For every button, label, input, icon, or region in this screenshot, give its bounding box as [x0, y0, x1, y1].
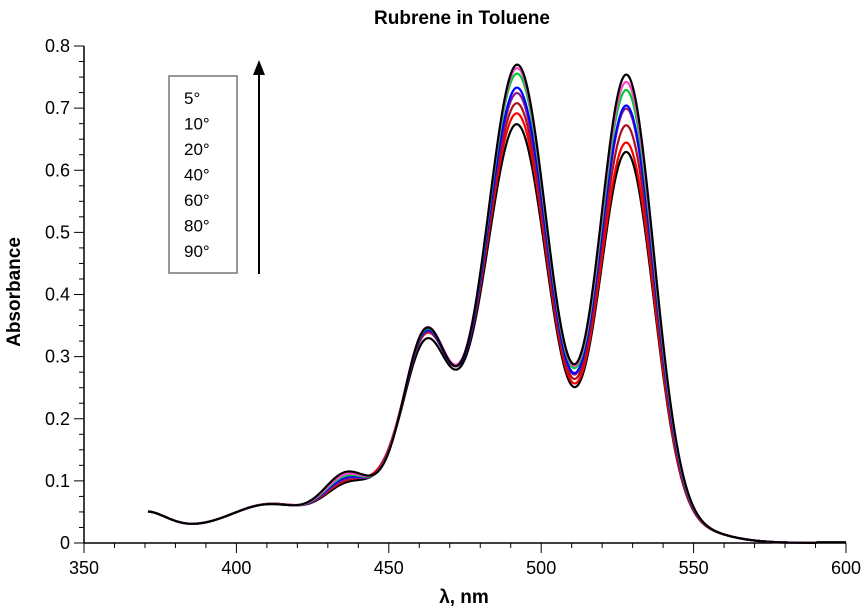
legend-box	[168, 75, 238, 274]
x-tick-label: 500	[526, 558, 556, 578]
x-tick-label: 450	[374, 558, 404, 578]
y-axis: 0 0.1 0.2 0.3 0.4 0.5 0.6 0.7 0.8	[45, 36, 84, 553]
annotation	[253, 60, 265, 274]
arrow-head-icon	[253, 60, 265, 75]
x-tick-label: 400	[221, 558, 251, 578]
x-tick-label: 350	[69, 558, 99, 578]
y-tick-label: 0.7	[45, 98, 70, 118]
y-tick-label: 0.5	[45, 222, 70, 242]
x-tick-label: 550	[679, 558, 709, 578]
legend: 5° 10° 20° 40° 60° 80° 90°	[168, 75, 238, 274]
legend-entry: 10°	[184, 115, 210, 134]
legend-entry: 80°	[184, 217, 210, 236]
y-tick-label: 0.6	[45, 160, 70, 180]
series-line	[147, 63, 846, 544]
y-axis-title: Absorbance	[4, 237, 25, 347]
x-axis: 350 400 450 500 550 600	[69, 543, 861, 578]
series-line	[147, 123, 846, 544]
legend-entry: 60°	[184, 191, 210, 210]
y-tick-label: 0.8	[45, 36, 70, 56]
y-tick-label: 0.2	[45, 409, 70, 429]
legend-entry: 5°	[184, 89, 200, 108]
x-tick-label: 600	[831, 558, 861, 578]
x-axis-title: λ, nm	[439, 587, 489, 608]
legend-entry: 20°	[184, 140, 210, 159]
legend-entry: 40°	[184, 166, 210, 185]
y-tick-label: 0.1	[45, 471, 70, 491]
chart-title: Rubrene in Toluene	[374, 8, 550, 29]
y-tick-label: 0	[60, 533, 70, 553]
y-tick-label: 0.4	[45, 285, 70, 305]
y-tick-label: 0.3	[45, 347, 70, 367]
series-layer	[147, 63, 846, 544]
legend-entry: 90°	[184, 242, 210, 261]
